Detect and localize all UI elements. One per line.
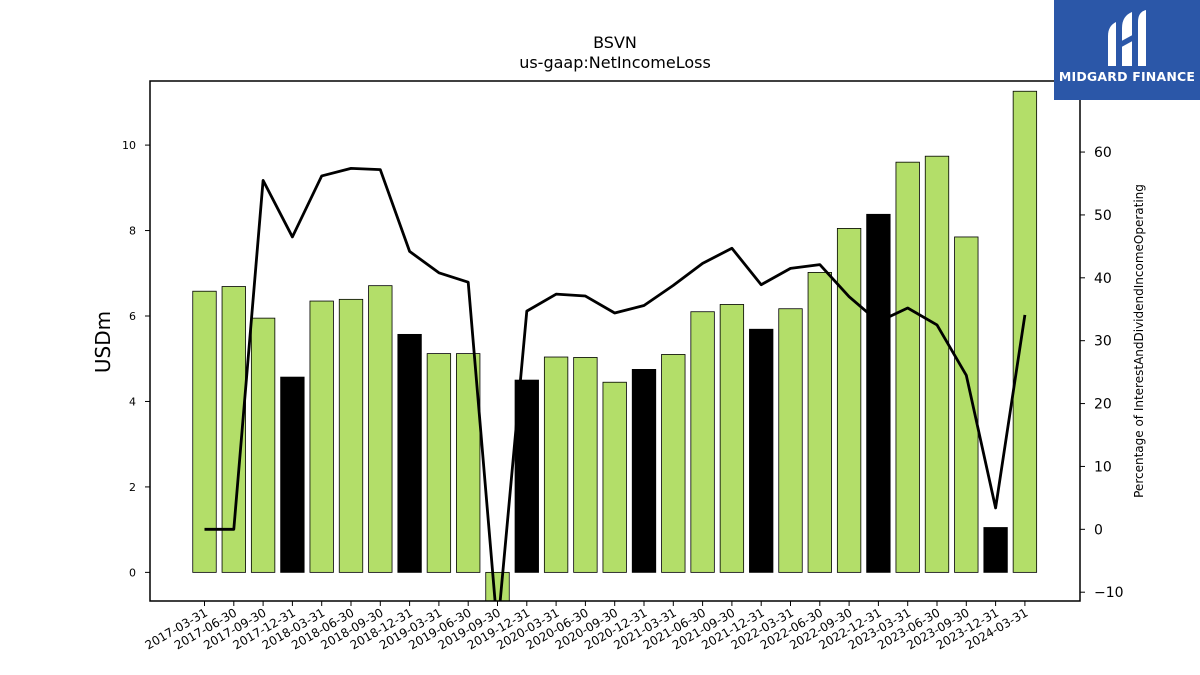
bar-2018-06-30	[338, 298, 364, 573]
y2-tick-label: 30	[1094, 334, 1112, 350]
y-tick-label: 6	[129, 310, 136, 323]
bar-2019-09-30	[485, 571, 510, 601]
line-layer	[204, 166, 1027, 601]
bar-2022-03-31	[778, 308, 803, 573]
bar-2021-03-31	[661, 354, 686, 573]
bar-2017-09-30	[250, 317, 276, 573]
bar-2017-06-30	[221, 286, 246, 573]
bar-2018-12-31	[397, 333, 422, 573]
chart-subtitle: us-gaap:NetIncomeLoss	[519, 53, 711, 72]
logo-mark-icon	[1108, 10, 1146, 66]
bar-2023-03-31	[895, 161, 920, 573]
chart-title: BSVN	[593, 33, 637, 52]
bar-2022-12-31	[866, 213, 891, 573]
bar-2023-09-30	[954, 236, 979, 573]
bar-2019-12-31	[514, 379, 539, 573]
bar-2019-03-31	[426, 353, 452, 573]
y-tick-label: 2	[129, 481, 136, 494]
bar-2019-06-30	[456, 353, 481, 573]
y2-tick-label: 60	[1094, 145, 1112, 161]
bar-2023-12-31	[983, 527, 1008, 573]
bar-2018-09-30	[368, 285, 393, 573]
y-tick-label: 4	[129, 395, 136, 408]
y2-tick-label: 40	[1094, 271, 1112, 287]
logo-text: MIDGARD FINANCE	[1058, 69, 1196, 84]
y-tick-label: 0	[129, 566, 136, 579]
y2-tick-label: 20	[1094, 397, 1112, 413]
bar-2018-03-31	[309, 300, 334, 573]
y-tick-label: 8	[129, 225, 136, 238]
bar-2020-09-30	[602, 381, 627, 573]
y2-axis-label: Percentage of InterestAndDividendIncomeO…	[1132, 184, 1146, 498]
bar-2022-09-30	[836, 228, 862, 573]
brand-logo: MIDGARD FINANCE	[1054, 0, 1200, 100]
bar-2017-03-31	[192, 290, 217, 573]
bar-2020-12-31	[631, 369, 657, 573]
bar-2020-06-30	[573, 357, 598, 573]
bar-2023-06-30	[924, 155, 950, 573]
y2-tick-label: 10	[1094, 459, 1112, 475]
line-series	[204, 166, 1027, 601]
y-tick-label: 10	[122, 139, 136, 152]
bar-2021-12-31	[749, 328, 774, 573]
bar-2020-03-31	[543, 356, 569, 573]
y2-tick-label: −10	[1094, 585, 1124, 601]
y-axis-label: USDm	[91, 311, 115, 373]
bar-2022-06-30	[807, 272, 832, 573]
y2-tick-label: 50	[1094, 208, 1112, 224]
bar-2024-03-31	[1012, 90, 1038, 573]
bar-2021-06-30	[690, 311, 715, 573]
y2-tick-label: 0	[1094, 522, 1103, 538]
bar-2017-12-31	[280, 376, 305, 573]
bars-layer	[192, 90, 1038, 601]
bar-2021-09-30	[719, 304, 745, 573]
